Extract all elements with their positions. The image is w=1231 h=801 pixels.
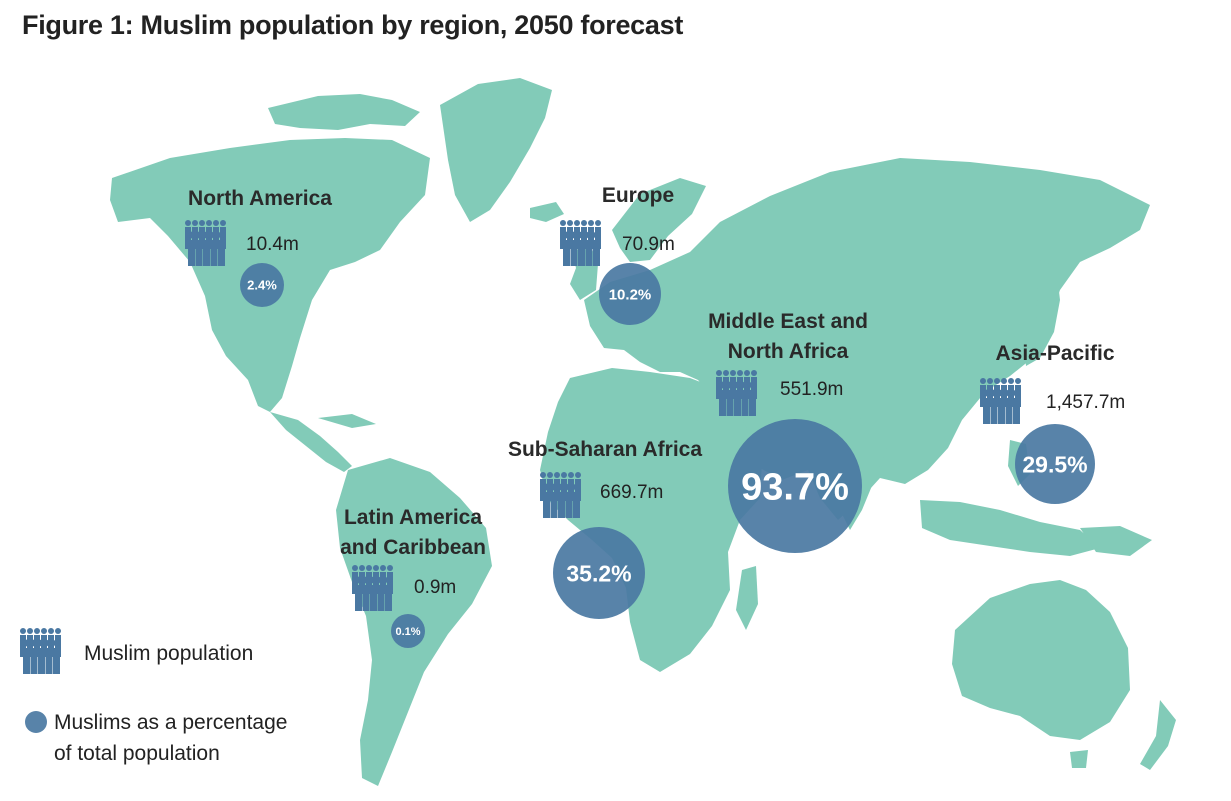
land-southeast-asia-islands	[920, 500, 1100, 556]
population-value: 10.4m	[246, 234, 299, 255]
region-name-line-2: and Caribbean	[340, 536, 486, 559]
percentage-label: 93.7%	[741, 467, 849, 509]
population-value: 70.9m	[622, 234, 675, 255]
land-tasmania	[1070, 750, 1088, 768]
land-australia	[952, 580, 1130, 740]
land-greenland	[440, 78, 552, 222]
circle-bubble-icon	[25, 711, 47, 733]
percentage-bubble	[553, 527, 645, 619]
percentage-label: 2.4%	[247, 278, 277, 293]
legend-percentage-label-line-1: Muslims as a percentage	[54, 711, 287, 734]
legend: Muslim population Muslims as a percentag…	[20, 628, 287, 765]
region-middle-east-north-africa: 93.7% 551.9m Middle East and North Africa	[708, 310, 868, 553]
land-central-america	[270, 412, 352, 472]
region-name-line-1: Europe	[602, 184, 674, 207]
region-north-america: 2.4% 10.4m North America	[185, 187, 332, 307]
percentage-label: 35.2%	[566, 560, 631, 586]
land-japan	[1024, 260, 1060, 366]
population-value: 0.9m	[414, 577, 456, 598]
land-eurasia	[584, 158, 1150, 520]
percentage-bubble	[391, 614, 425, 648]
region-name-line-1: Sub-Saharan Africa	[508, 438, 702, 461]
region-name-line-1: Asia-Pacific	[995, 342, 1114, 365]
land-madagascar	[736, 566, 758, 630]
percentage-label: 10.2%	[609, 286, 652, 303]
land-new-guinea	[1080, 526, 1152, 556]
percentage-bubble	[240, 263, 284, 307]
population-value: 669.7m	[600, 482, 663, 503]
legend-population-label: Muslim population	[84, 642, 253, 665]
percentage-label: 0.1%	[395, 626, 420, 638]
land-iceland	[530, 202, 564, 222]
percentage-label: 29.5%	[1022, 451, 1087, 477]
land-scandinavia	[612, 178, 706, 262]
land-africa	[540, 368, 762, 672]
land-arctic-islands	[268, 94, 420, 130]
page-title: Figure 1: Muslim population by region, 2…	[22, 10, 684, 40]
region-europe: 10.2% 70.9m Europe	[560, 184, 675, 325]
people-group-icon	[560, 220, 601, 266]
region-asia-pacific: 29.5% 1,457.7m Asia-Pacific	[980, 342, 1125, 504]
population-value: 1,457.7m	[1046, 392, 1125, 413]
legend-percentage-label-line-2: of total population	[54, 742, 220, 765]
population-value: 551.9m	[780, 379, 843, 400]
land-caribbean	[318, 414, 376, 428]
regions-layer: 2.4% 10.4m North America 10.2% 70.9m Europe 93…	[185, 184, 1125, 648]
percentage-bubble	[728, 419, 862, 553]
people-group-icon	[20, 628, 61, 674]
region-name-line-2: North Africa	[728, 340, 849, 363]
region-name-line-1: Latin America	[344, 506, 482, 529]
region-sub-saharan-africa: 35.2% 669.7m Sub-Saharan Africa	[508, 438, 702, 619]
region-name-line-1: Middle East and	[708, 310, 868, 333]
percentage-bubble	[1015, 424, 1095, 504]
region-name-line-1: North America	[188, 187, 332, 210]
region-latin-america-caribbean: 0.1% 0.9m Latin America and Caribbean	[340, 506, 486, 648]
percentage-bubble	[599, 263, 661, 325]
land-new-zealand	[1140, 700, 1176, 770]
